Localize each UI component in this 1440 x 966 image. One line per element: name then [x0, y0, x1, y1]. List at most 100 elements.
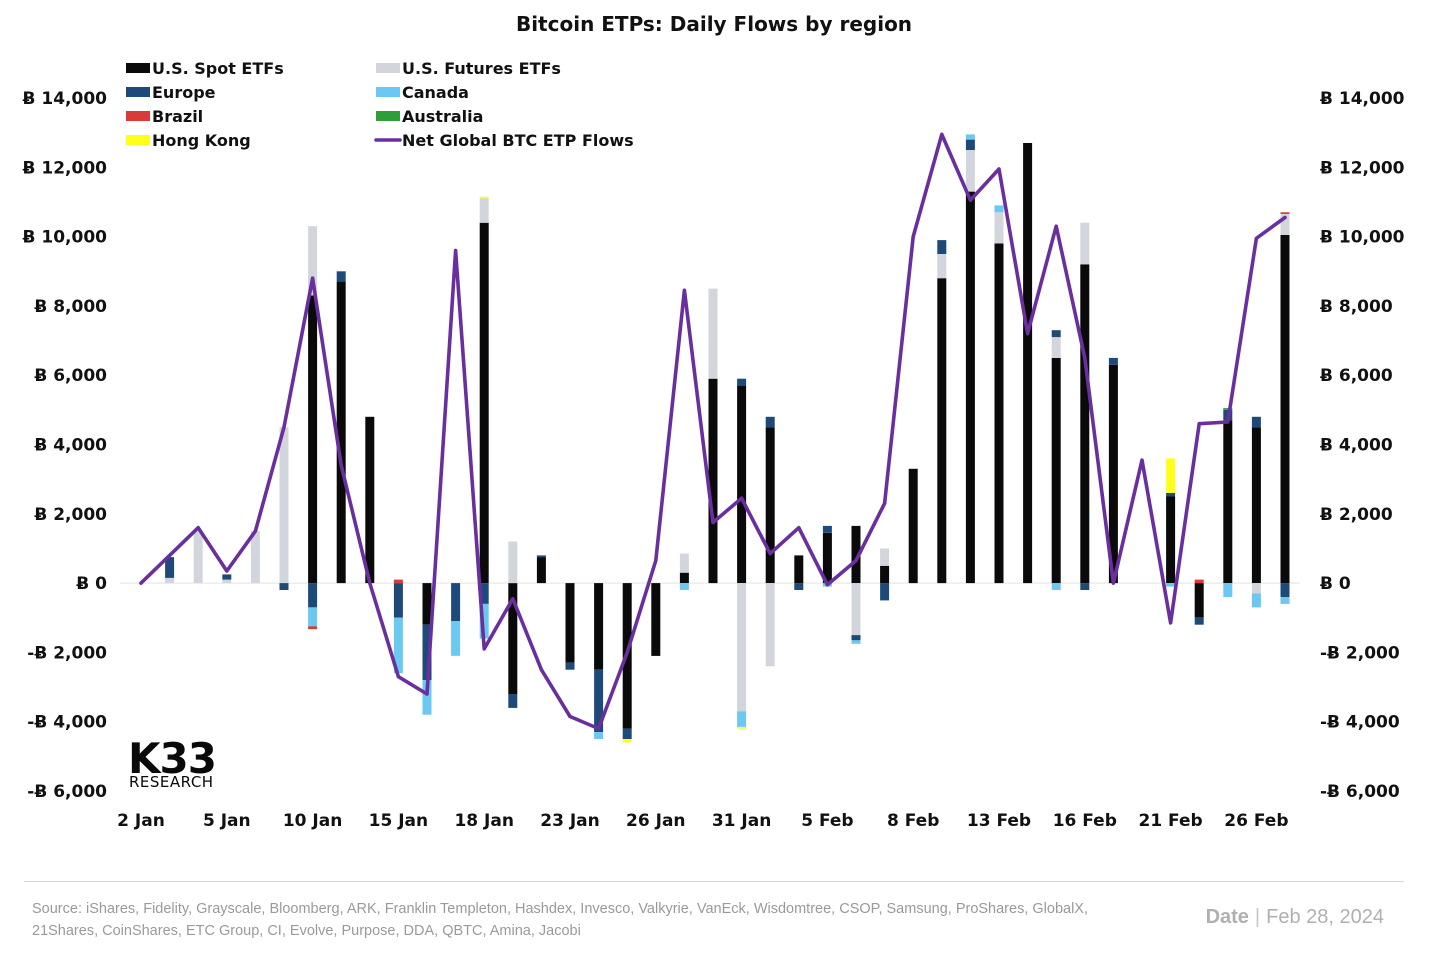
net-flow-point-14: [539, 668, 544, 672]
bar-hong-kong-36: [1166, 458, 1176, 493]
legend-swatch-brazil: [126, 111, 150, 121]
bar-u-s-futures-etfs-13: [508, 541, 518, 584]
net-flow-point-37: [1197, 422, 1201, 426]
bar-u-s-futures-etfs-21: [737, 583, 747, 712]
bar-europe-22: [765, 416, 775, 428]
net-flow-point-30: [997, 167, 1001, 171]
bar-u-s-spot-etfs-32: [1051, 357, 1061, 584]
legend-label-brazil: Brazil: [152, 107, 203, 126]
bar-u-s-futures-etfs-22: [765, 583, 775, 667]
bar-u-s-spot-etfs-31: [1023, 143, 1033, 584]
net-flow-point-24: [825, 583, 830, 587]
y-tick-right-0: -Ƀ 6,000: [1320, 782, 1400, 802]
bar-u-s-futures-etfs-30: [994, 212, 1004, 244]
bar-u-s-spot-etfs-34: [1108, 364, 1118, 584]
bar-europe-1: [165, 557, 175, 578]
bar-u-s-spot-etfs-15: [565, 583, 575, 663]
bar-u-s-spot-etfs-14: [536, 557, 546, 584]
bar-u-s-futures-etfs-12: [479, 198, 489, 223]
legend-label-u-s-futures-etfs: U.S. Futures ETFs: [402, 59, 561, 78]
bar-europe-9: [393, 583, 403, 618]
bar-brazil-40: [1280, 212, 1290, 214]
bar-europe-7: [336, 271, 346, 282]
y-tick-left-0: -Ƀ 6,000: [27, 782, 107, 802]
net-flow-point-19: [682, 288, 687, 292]
x-tick-11: 16 Feb: [1053, 811, 1117, 831]
net-flow-point-16: [597, 727, 601, 731]
bar-u-s-spot-etfs-20: [708, 378, 718, 584]
bar-europe-17: [622, 728, 632, 739]
bar-u-s-futures-etfs-28: [937, 253, 947, 279]
bar-u-s-futures-etfs-2: [193, 531, 203, 584]
bar-u-s-spot-etfs-6: [308, 295, 318, 584]
net-flow-point-28: [940, 132, 944, 136]
bar-u-s-futures-etfs-4: [250, 531, 260, 584]
x-tick-0: 2 Jan: [117, 811, 165, 831]
bar-canada-36: [1166, 583, 1176, 587]
legend-swatch-u-s-spot-etfs: [126, 63, 150, 73]
bar-europe-11: [451, 583, 461, 622]
bar-europe-12: [479, 583, 489, 604]
footer-divider: [24, 881, 1404, 882]
x-tick-12: 21 Feb: [1138, 811, 1202, 831]
bar-u-s-spot-etfs-37: [1194, 583, 1204, 618]
bar-u-s-futures-etfs-25: [851, 583, 861, 636]
y-tick-right-7: Ƀ 8,000: [1320, 297, 1393, 317]
y-tick-right-2: -Ƀ 2,000: [1320, 643, 1400, 663]
y-tick-right-4: Ƀ 2,000: [1320, 505, 1393, 525]
bar-u-s-futures-etfs-29: [965, 150, 975, 192]
bar-europe-5: [279, 583, 289, 590]
bar-u-s-spot-etfs-18: [651, 583, 661, 656]
bar-u-s-spot-etfs-33: [1080, 264, 1090, 584]
net-flow-point-32: [1054, 224, 1058, 228]
bars-layer: [165, 134, 1290, 743]
net-flow-point-23: [797, 526, 801, 530]
y-tick-left-10: Ƀ 14,000: [23, 89, 108, 109]
x-tick-5: 23 Jan: [540, 811, 599, 831]
net-flow-point-5: [282, 425, 286, 429]
net-flow-point-11: [454, 248, 458, 253]
bar-europe-3: [222, 574, 232, 580]
bar-europe-6: [308, 583, 318, 608]
net-flow-point-25: [854, 559, 858, 563]
net-flow-point-27: [911, 235, 915, 239]
bar-canada-11: [451, 621, 461, 656]
bar-europe-15: [565, 662, 575, 670]
legend-swatch-australia: [376, 111, 400, 121]
y-tick-left-7: Ƀ 8,000: [34, 297, 107, 317]
bar-canada-21: [737, 711, 747, 727]
bar-brazil-37: [1194, 579, 1204, 584]
x-tick-6: 26 Jan: [626, 811, 685, 831]
legend-label-europe: Europe: [152, 83, 216, 102]
x-tick-10: 13 Feb: [967, 811, 1031, 831]
net-flow-point-4: [253, 529, 257, 533]
bar-canada-32: [1051, 583, 1061, 590]
bar-europe-10: [422, 624, 432, 681]
bar-europe-29: [965, 139, 975, 150]
source-note: Source: iShares, Fidelity, Grayscale, Bl…: [32, 901, 1089, 939]
bar-europe-25: [851, 635, 861, 641]
bar-u-s-spot-etfs-30: [994, 243, 1004, 584]
bar-u-s-futures-etfs-33: [1080, 222, 1090, 265]
bar-europe-39: [1251, 416, 1261, 428]
bar-hong-kong-12: [479, 196, 489, 199]
y-tick-left-2: -Ƀ 2,000: [27, 643, 107, 663]
net-flow-point-20: [711, 520, 715, 525]
bar-europe-32: [1051, 330, 1061, 338]
bar-u-s-spot-etfs-24: [822, 532, 832, 584]
net-flow-point-34: [1111, 581, 1115, 585]
y-tick-right-1: -Ƀ 4,000: [1320, 713, 1400, 733]
net-flow-point-18: [654, 559, 658, 563]
bar-canada-9: [393, 617, 403, 674]
bar-europe-14: [536, 555, 546, 558]
legend-swatch-hong-kong: [126, 135, 150, 145]
legend-swatch-canada: [376, 87, 400, 97]
logo-text-k33: K33: [128, 734, 216, 783]
legend-label-hong-kong: Hong Kong: [152, 131, 251, 150]
bar-europe-26: [880, 583, 890, 601]
net-flow-point-0: [139, 581, 143, 585]
bar-u-s-spot-etfs-7: [336, 281, 346, 584]
bar-canada-16: [594, 732, 604, 739]
net-flow-point-31: [1026, 332, 1030, 336]
